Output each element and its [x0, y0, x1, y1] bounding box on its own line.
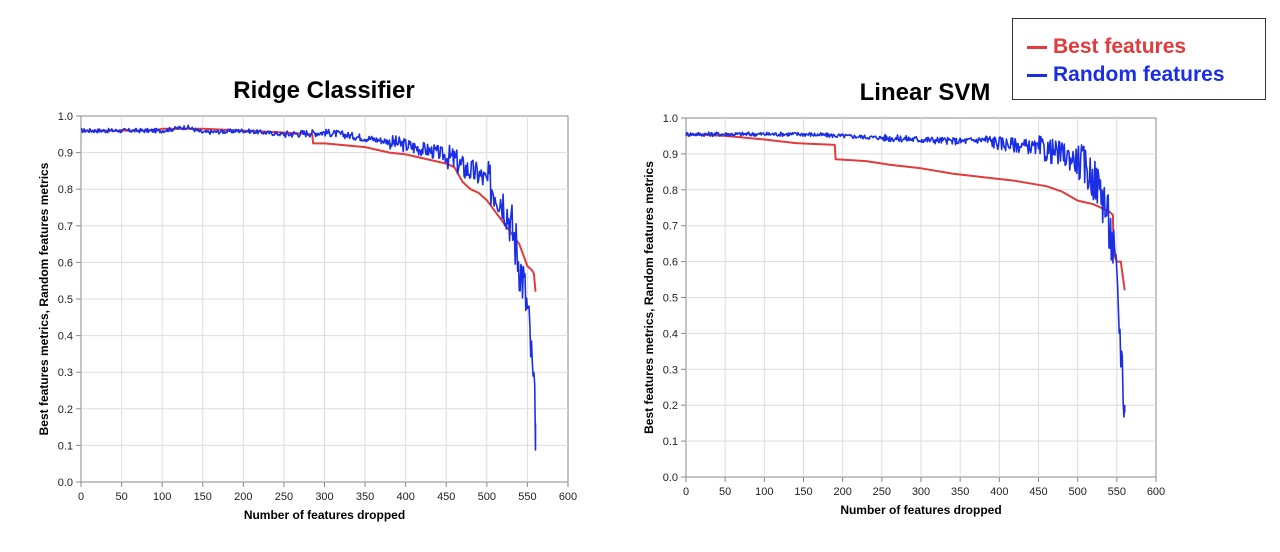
x-tick-label: 250 [275, 491, 293, 503]
x-tick-label: 300 [315, 491, 333, 503]
x-tick-label: 350 [951, 486, 969, 498]
x-axis-label: Number of features dropped [840, 503, 1001, 517]
y-tick-label: 0.1 [663, 436, 678, 448]
y-tick-label: 0.9 [663, 149, 678, 161]
x-tick-label: 450 [437, 491, 455, 503]
y-tick-label: 0.0 [663, 472, 678, 484]
y-tick-label: 0.5 [663, 293, 678, 305]
series-line-random-features [80, 124, 537, 451]
y-tick-label: 0.1 [58, 440, 73, 452]
x-axis-label: Number of features dropped [244, 508, 405, 522]
y-tick-label: 0.2 [663, 400, 678, 412]
x-tick-label: 0 [78, 491, 84, 503]
x-tick-label: 400 [990, 486, 1008, 498]
legend-item-best: Best features [1027, 33, 1186, 61]
y-tick-label: 0.2 [58, 404, 73, 416]
x-tick-label: 400 [396, 491, 414, 503]
x-tick-label: 150 [794, 486, 812, 498]
y-tick-label: 0.8 [58, 184, 73, 196]
y-tick-label: 0.6 [58, 257, 73, 269]
y-tick-label: 0.3 [663, 364, 678, 376]
x-tick-label: 150 [194, 491, 212, 503]
y-tick-label: 0.9 [58, 148, 73, 160]
series-line-random-features [685, 131, 1126, 418]
x-tick-label: 250 [873, 486, 891, 498]
legend-label-best: Best features [1053, 35, 1187, 58]
x-tick-label: 550 [1108, 486, 1126, 498]
legend: Best features Random features [1012, 18, 1266, 100]
y-tick-label: 0.7 [58, 221, 73, 233]
y-tick-label: 0.3 [58, 367, 73, 379]
chart-title: Linear SVM [860, 79, 991, 106]
x-tick-label: 550 [518, 491, 536, 503]
y-tick-label: 1.0 [663, 113, 678, 125]
x-tick-label: 600 [559, 491, 577, 503]
y-axis-label: Best features metrics, Random features m… [37, 162, 51, 435]
x-tick-label: 200 [833, 486, 851, 498]
x-tick-label: 500 [1068, 486, 1086, 498]
x-tick-label: 600 [1147, 486, 1165, 498]
legend-item-random: Random features [1027, 61, 1225, 89]
y-tick-label: 1.0 [58, 111, 73, 123]
chart-title: Ridge Classifier [233, 77, 414, 104]
y-tick-label: 0.4 [58, 331, 73, 343]
y-tick-label: 0.4 [663, 328, 678, 340]
legend-label-random: Random features [1053, 63, 1225, 86]
x-tick-label: 450 [1029, 486, 1047, 498]
y-tick-label: 0.7 [663, 221, 678, 233]
x-tick-label: 100 [755, 486, 773, 498]
y-tick-label: 0.0 [58, 477, 73, 489]
chart-linear-svm: 0 50 100 150 200 250 300 350 400 450 500 550 600 0.0 0… [642, 79, 1165, 517]
y-tick-label: 0.6 [663, 257, 678, 269]
legend-swatch-best [1027, 45, 1047, 49]
legend-swatch-random [1027, 73, 1047, 77]
x-tick-label: 100 [153, 491, 171, 503]
x-tick-label: 350 [356, 491, 374, 503]
x-tick-label: 300 [912, 486, 930, 498]
y-tick-label: 0.5 [58, 294, 73, 306]
x-tick-label: 50 [115, 491, 127, 503]
x-tick-label: 500 [478, 491, 496, 503]
y-tick-label: 0.8 [663, 185, 678, 197]
x-tick-label: 50 [719, 486, 731, 498]
y-axis-label: Best features metrics, Random features m… [642, 161, 656, 434]
x-tick-label: 200 [234, 491, 252, 503]
chart-ridge-classifier: 0 50 100 150 200 250 300 350 400 450 500 550 600 0.0 0… [37, 77, 577, 522]
x-tick-label: 0 [683, 486, 689, 498]
